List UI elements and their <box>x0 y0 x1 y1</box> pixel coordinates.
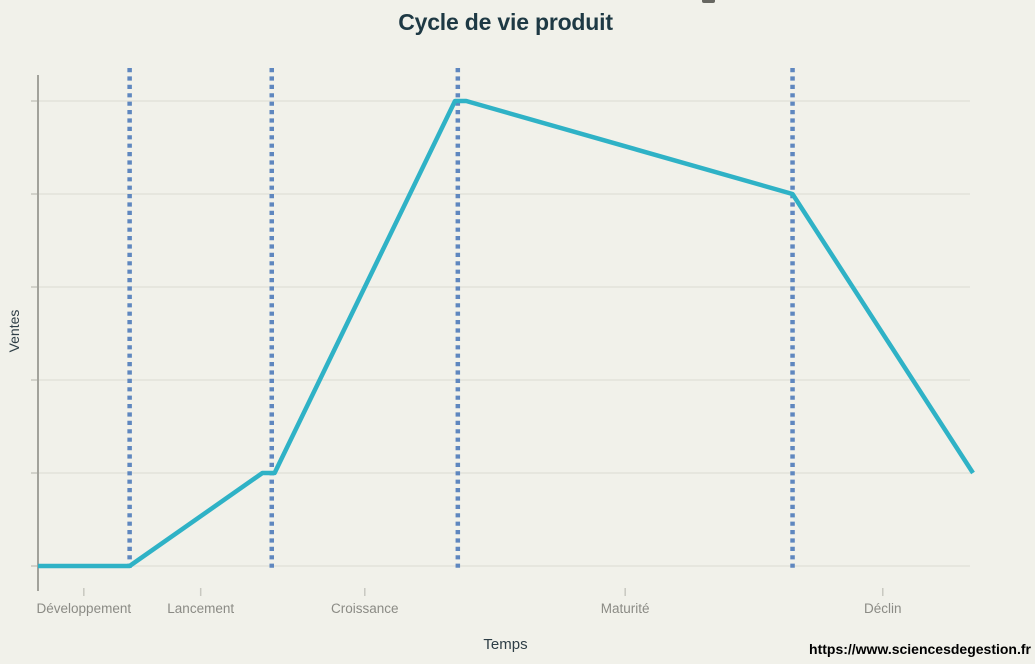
y-axis-title: Ventes <box>6 309 22 353</box>
sales-curve <box>38 98 975 569</box>
watermark-url: https://www.sciencesdegestion.fr <box>809 641 1031 657</box>
x-axis-title: Temps <box>483 636 528 653</box>
cropped-text-fragment <box>702 0 715 3</box>
chart-title: Cycle de vie produit <box>398 9 613 35</box>
